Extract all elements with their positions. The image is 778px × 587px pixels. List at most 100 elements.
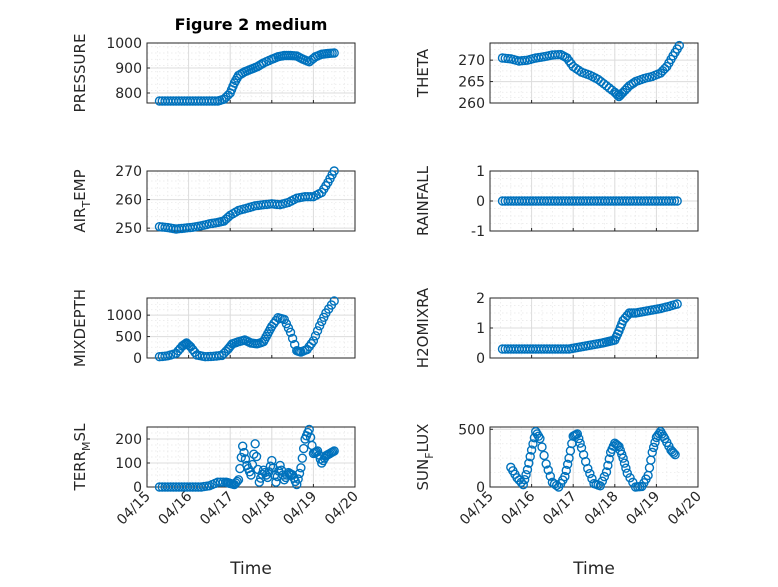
data-point-interp <box>562 459 573 470</box>
subplot-rainfall: -1 0 1 RAINFALL <box>414 164 699 240</box>
data-point <box>647 447 657 458</box>
axes-border <box>146 170 356 232</box>
subplot-theta: 260 265 270 THETA <box>414 40 699 112</box>
y-axis-label: PRESSURE <box>71 34 89 113</box>
data-point-interp <box>240 454 251 464</box>
y-tick-label: -1 <box>471 224 485 240</box>
x-tick-label: 04/16 <box>499 488 539 528</box>
y-tick-label: 260 <box>458 96 485 112</box>
data-point <box>618 453 628 463</box>
subplot-h2omixra: 0 1 2 H2OMIXRA <box>414 287 699 368</box>
y-tick-label: 0 <box>476 194 485 210</box>
data-point-interp <box>287 333 298 344</box>
data-point-interp <box>294 468 305 479</box>
data-point <box>522 464 533 475</box>
data-point-interp <box>210 96 220 106</box>
data-point-interp <box>603 460 613 471</box>
data-point-interp <box>566 59 576 69</box>
data-point-interp <box>183 339 193 349</box>
data-point-interp <box>611 89 621 99</box>
data-point-interp <box>539 450 549 461</box>
data-point-interp <box>298 443 309 454</box>
data-point-interp <box>599 471 610 482</box>
subplot-mixdepth: 0 500 1000 MIXDEPTH <box>71 289 356 367</box>
data-point <box>250 439 260 449</box>
data-point <box>285 327 296 337</box>
data-point <box>329 296 339 306</box>
y-tick-label: 500 <box>115 330 142 346</box>
data-point-interp <box>561 465 571 476</box>
x-axis-label-left: Time <box>229 559 272 579</box>
data-point-interp <box>666 196 677 206</box>
y-axis-label: RAINFALL <box>414 165 432 236</box>
axes-border <box>489 42 699 104</box>
x-tick-label: 04/18 <box>239 489 279 529</box>
data-point-interp <box>537 442 547 452</box>
data-point <box>271 477 281 487</box>
data-point <box>308 336 319 346</box>
data-point <box>672 299 682 309</box>
data-point-interp <box>612 440 623 451</box>
y-axis-label: TERRMSL <box>71 423 93 492</box>
data-point-interp <box>306 339 317 349</box>
y-tick-label: 265 <box>458 75 485 91</box>
data-point <box>526 445 537 455</box>
data-point-interp <box>239 447 249 458</box>
x-tick-label: 04/16 <box>156 488 196 528</box>
y-tick-label: 100 <box>115 456 142 472</box>
data-point <box>674 40 684 51</box>
data-point <box>583 463 593 474</box>
x-tick-label: 04/18 <box>582 489 622 529</box>
data-point-interp <box>232 476 242 487</box>
data-point <box>531 426 541 437</box>
data-point-interp <box>604 454 614 464</box>
x-tick-label: 04/19 <box>623 489 663 529</box>
x-tick-label: 04/19 <box>280 489 320 529</box>
data-point <box>233 475 244 485</box>
data-point-interp <box>657 429 667 439</box>
x-axis-label-right: Time <box>572 559 615 579</box>
y-axis-label: MIXDEPTH <box>71 289 89 367</box>
data-point-interp <box>305 192 316 202</box>
data-point-interp <box>545 471 556 481</box>
y-tick-label: 0 <box>133 480 142 496</box>
axes-border <box>146 42 356 104</box>
data-point-interp <box>293 474 303 484</box>
y-axis-label: H2OMIXRA <box>414 287 432 368</box>
data-point <box>246 470 256 480</box>
y-axis-label: AIRTEMP <box>71 169 93 232</box>
data-point-interp <box>256 59 267 69</box>
data-point <box>275 460 285 471</box>
data-point <box>560 471 570 482</box>
data-point <box>535 433 545 444</box>
y-tick-label: 500 <box>458 422 485 438</box>
y-tick-label: 0 <box>476 480 485 496</box>
data-point-interp <box>628 78 639 88</box>
data-point-interp <box>528 439 538 449</box>
data-point <box>622 468 632 478</box>
y-tick-label: 1 <box>476 164 485 180</box>
data-point-interp <box>621 463 631 473</box>
x-tick-label: 04/20 <box>665 489 705 529</box>
x-tick-label: 04/17 <box>197 489 237 529</box>
data-point-interp <box>619 458 630 468</box>
data-point <box>296 463 306 473</box>
y-tick-label: 270 <box>115 164 142 180</box>
data-point-interp <box>524 458 534 468</box>
y-tick-label: 0 <box>476 351 485 367</box>
data-point <box>292 479 302 490</box>
subplot-pressure: 800 900 1000 PRESSURE <box>71 34 356 113</box>
y-tick-label: 900 <box>115 61 142 77</box>
data-point-interp <box>575 438 585 448</box>
data-point <box>254 477 265 487</box>
y-tick-label: 1000 <box>106 308 142 324</box>
data-point <box>670 449 680 460</box>
data-point <box>237 441 248 451</box>
subplot-air-temp: 250 260 270 AIRTEMP <box>71 164 356 237</box>
data-point <box>601 467 612 477</box>
y-tick-label: 0 <box>133 351 142 367</box>
data-point-interp <box>585 468 595 479</box>
